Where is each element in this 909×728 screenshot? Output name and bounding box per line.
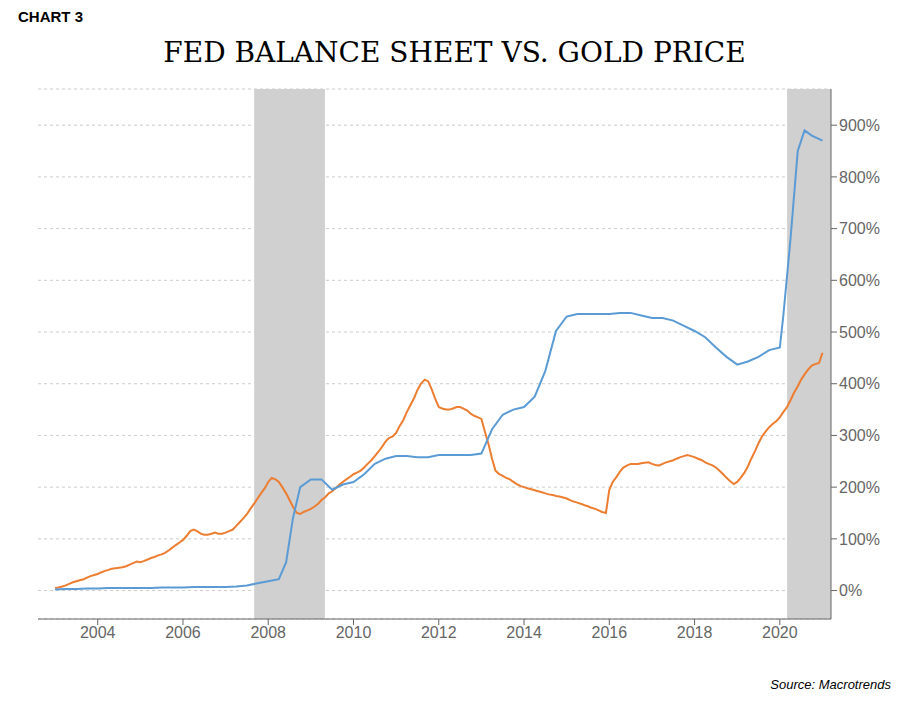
svg-text:2004: 2004 <box>80 624 116 641</box>
svg-text:700%: 700% <box>839 220 880 237</box>
svg-text:100%: 100% <box>839 531 880 548</box>
svg-text:500%: 500% <box>839 324 880 341</box>
svg-text:2012: 2012 <box>421 624 457 641</box>
html-text:Source: Macrotrends: Source: Macrotrends <box>770 677 891 692</box>
svg-text:0%: 0% <box>839 582 862 599</box>
svg-text:400%: 400% <box>839 375 880 392</box>
svg-text:2006: 2006 <box>165 624 201 641</box>
svg-text:2014: 2014 <box>506 624 542 641</box>
html-text:FED BALANCE SHEET VS. GOLD PRI: FED BALANCE SHEET VS. GOLD PRICE <box>163 36 746 69</box>
svg-text:2008: 2008 <box>250 624 286 641</box>
svg-text:2016: 2016 <box>592 624 628 641</box>
svg-text:800%: 800% <box>839 169 880 186</box>
svg-text:200%: 200% <box>839 479 880 496</box>
svg-text:2020: 2020 <box>762 624 798 641</box>
svg-text:900%: 900% <box>839 117 880 134</box>
svg-text:600%: 600% <box>839 272 880 289</box>
svg-text:2010: 2010 <box>336 624 372 641</box>
svg-text:300%: 300% <box>839 427 880 444</box>
html-text:CHART 3: CHART 3 <box>18 8 83 25</box>
svg-text:2018: 2018 <box>677 624 713 641</box>
